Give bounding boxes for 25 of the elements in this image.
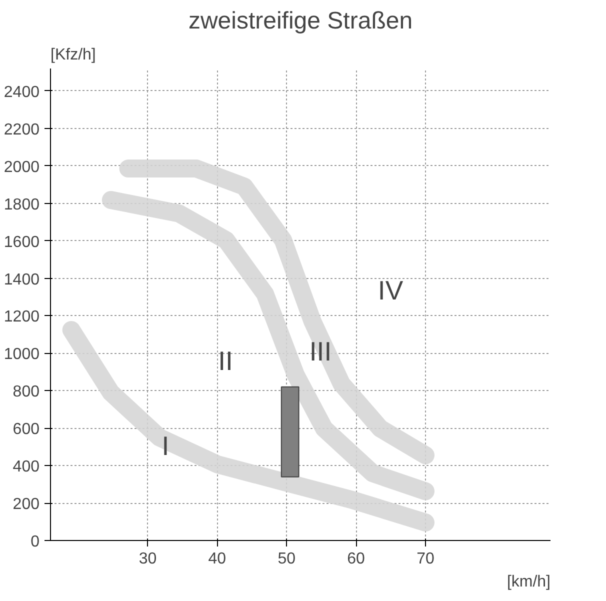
annotation: II — [218, 346, 233, 376]
y-tick-label: 400 — [12, 458, 40, 476]
y-tick-label: 2400 — [4, 84, 40, 101]
y-tick-label: 800 — [12, 384, 40, 401]
x-tick-label: 50 — [278, 550, 296, 568]
chart-title: zweistreifige Straßen — [188, 8, 413, 34]
x-axis-title: [km/h] — [506, 574, 550, 590]
y-axis-title: [Kfz/h] — [50, 46, 96, 64]
annotation: III — [309, 336, 332, 367]
y-tick-label: 1600 — [4, 234, 40, 251]
y-tick-label: 1800 — [4, 196, 40, 214]
y-tick-label: 2000 — [4, 158, 40, 176]
annotation: IV — [378, 275, 404, 306]
y-tick-label: 2200 — [4, 121, 40, 138]
x-tick-label: 30 — [138, 550, 157, 568]
y-tick-label: 1200 — [4, 308, 40, 326]
x-tick-label: 70 — [416, 550, 434, 568]
x-tick-label: 40 — [208, 550, 226, 568]
x-tick-label: 60 — [347, 550, 366, 568]
annotation: I — [162, 431, 170, 462]
y-tick-label: 200 — [12, 496, 40, 514]
y-tick-label: 600 — [12, 421, 40, 438]
y-tick-label: 1000 — [4, 346, 40, 364]
y-tick-label: 0 — [30, 534, 40, 550]
y-tick-label: 1400 — [4, 271, 40, 288]
